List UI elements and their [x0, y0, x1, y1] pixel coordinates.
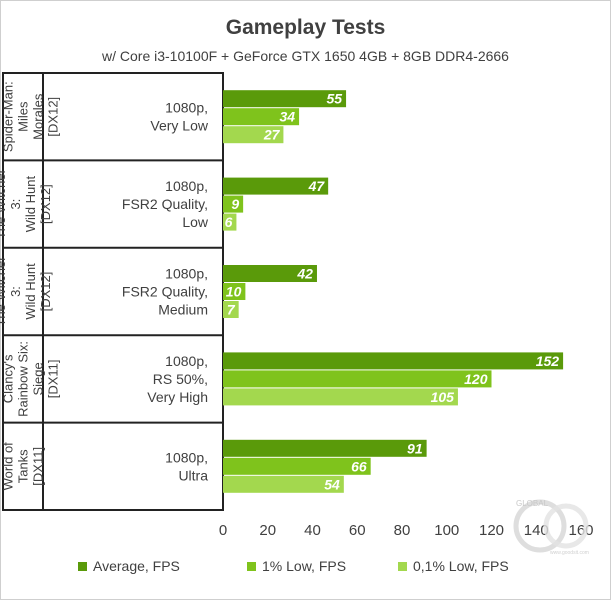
- data-label: 42: [296, 266, 313, 282]
- bar: [223, 265, 317, 282]
- chart-subtitle: w/ Core i3-10100F + GeForce GTX 1650 4GB…: [102, 48, 509, 64]
- data-label: 66: [351, 458, 367, 474]
- bar: [223, 126, 284, 144]
- setting-label: 1080p, FSR2 Quality, Low: [122, 178, 209, 230]
- x-tick-label: 0: [219, 522, 227, 539]
- game-label: Marvel'sSpider-Man:MilesMorales[DX12]: [0, 81, 61, 152]
- bar: [223, 177, 329, 195]
- x-tick-label: 40: [304, 522, 321, 539]
- bar: [223, 475, 344, 493]
- bar: [223, 90, 347, 108]
- setting-label: 1080p, Very Low: [150, 100, 208, 134]
- data-label: 120: [464, 371, 488, 387]
- chart-legend: Average, FPS 1% Low, FPS 0,1% Low, FPS: [0, 558, 611, 582]
- game-label: The Witcher3:Wild Hunt[DX12]: [0, 256, 53, 327]
- game-label: TomClancy'sRainbow Six:Siege[DX11]: [0, 341, 61, 417]
- legend-swatch-1pct-low: [247, 561, 256, 571]
- legend-item-average: Average, FPS: [78, 558, 180, 574]
- bar: [223, 352, 564, 370]
- bar: [223, 283, 246, 300]
- bar: [223, 301, 239, 318]
- data-label: 91: [407, 440, 423, 456]
- data-label: 6: [225, 214, 233, 230]
- legend-label-1pct-low: 1% Low, FPS: [262, 558, 347, 574]
- setting-label: 1080p, FSR2 Quality, Medium: [122, 266, 208, 318]
- data-label: 9: [231, 196, 239, 212]
- x-tick-label: 20: [259, 522, 276, 539]
- data-label: 47: [308, 178, 326, 194]
- data-label: 54: [324, 476, 340, 492]
- bar: [223, 370, 492, 388]
- bar: [223, 388, 458, 406]
- watermark-url: www.goodsit.com: [550, 550, 589, 556]
- watermark-text: GLOBAL: [516, 499, 549, 508]
- legend-label-average: Average, FPS: [93, 558, 180, 574]
- setting-label: 1080p, RS 50%, Very High: [147, 353, 208, 405]
- x-tick-label: 140: [524, 522, 549, 539]
- bar: [223, 195, 244, 213]
- legend-swatch-01pct-low: [398, 561, 407, 571]
- data-label: 55: [326, 91, 342, 107]
- data-label: 27: [263, 127, 281, 143]
- setting-label: 1080p, Ultra: [165, 449, 208, 483]
- x-tick-label: 120: [479, 522, 504, 539]
- watermark-logo: GLOBAL www.goodsit.com: [513, 499, 589, 556]
- data-label: 152: [536, 353, 560, 369]
- x-tick-label: 100: [434, 522, 459, 539]
- legend-label-01pct-low: 0,1% Low, FPS: [413, 558, 509, 574]
- legend-item-01pct-low: 0,1% Low, FPS: [398, 558, 509, 574]
- data-label: 7: [227, 302, 236, 318]
- chart-title: Gameplay Tests: [225, 16, 386, 39]
- data-label: 10: [226, 284, 242, 300]
- game-label: World ofTanks[DX11]: [1, 442, 46, 491]
- bar: [223, 457, 371, 475]
- data-label: 34: [279, 109, 295, 125]
- x-tick-label: 80: [394, 522, 411, 539]
- bar: [223, 439, 427, 457]
- bar: [223, 108, 300, 126]
- bar: [223, 213, 237, 231]
- legend-swatch-average: [78, 561, 87, 571]
- legend-item-1pct-low: 1% Low, FPS: [247, 558, 346, 574]
- x-tick-label: 60: [349, 522, 366, 539]
- game-label: The Witcher3:Wild Hunt[DX12]: [0, 168, 53, 239]
- data-label: 105: [431, 389, 455, 405]
